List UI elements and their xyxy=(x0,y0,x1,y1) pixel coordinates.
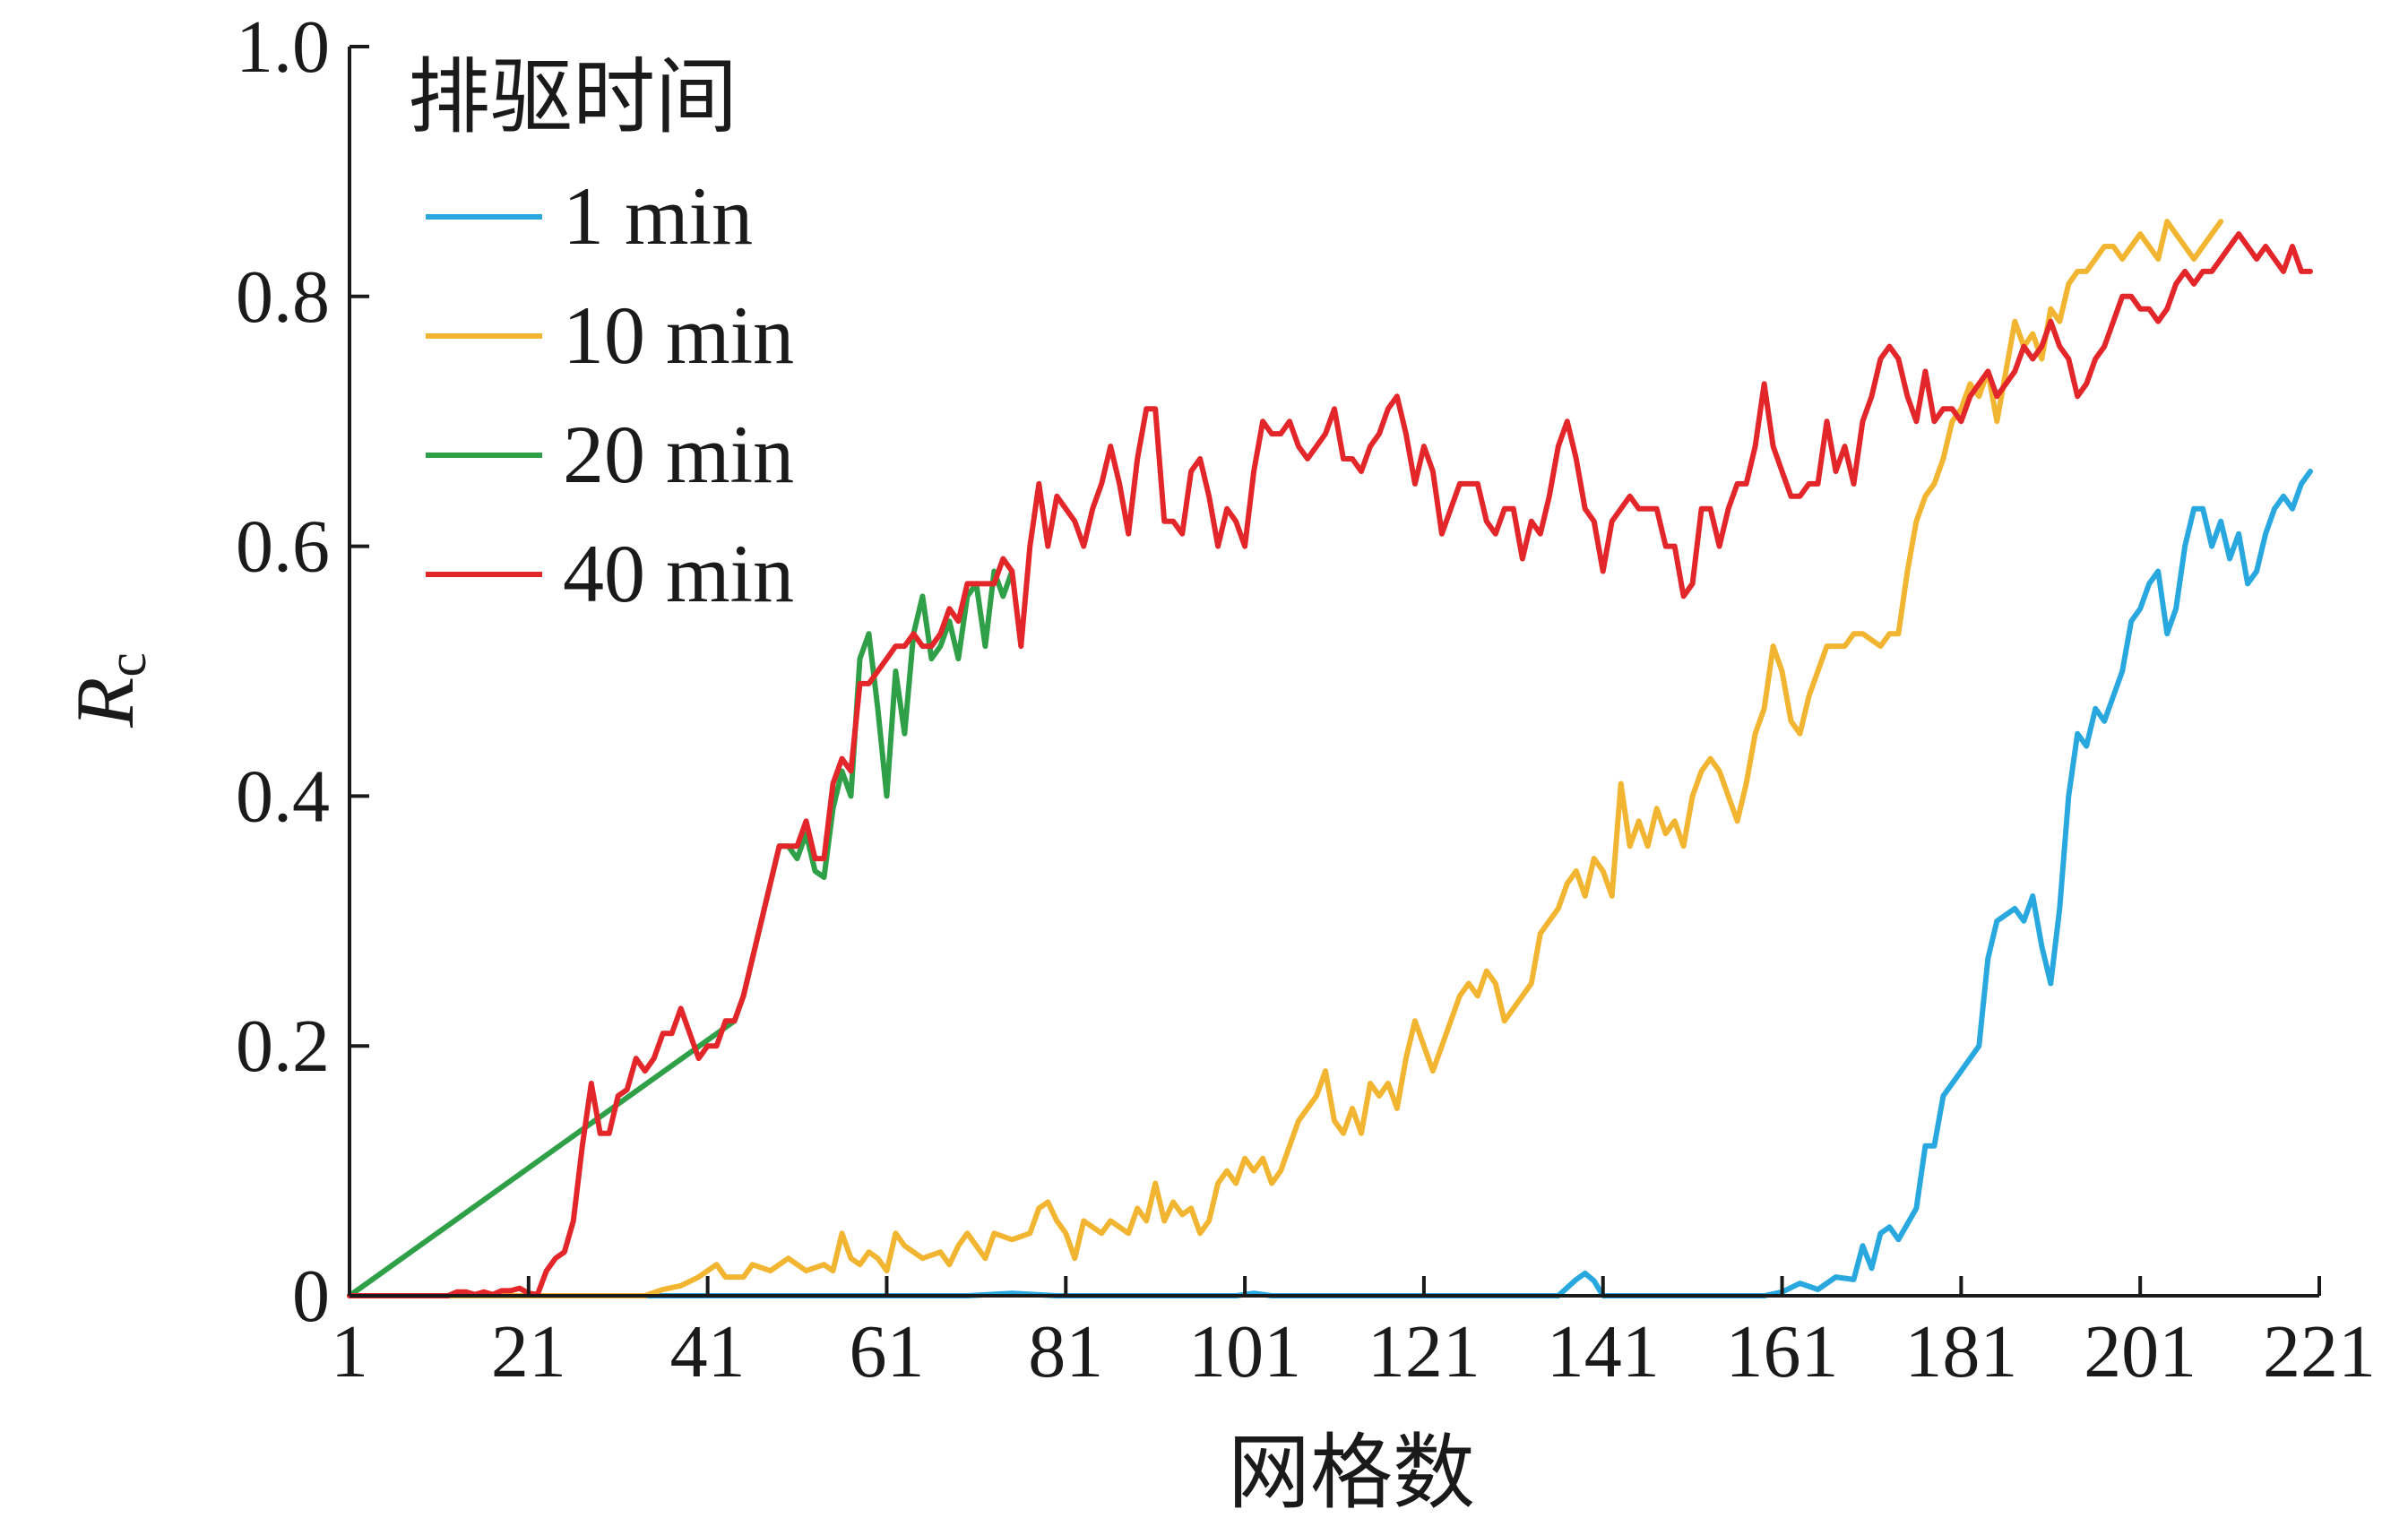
y-tick-label: 1.0 xyxy=(236,5,330,89)
series-line-10-min xyxy=(347,219,2224,1298)
x-tick-label: 141 xyxy=(1547,1310,1660,1393)
svg-text:Rc: Rc xyxy=(59,652,158,729)
legend-label: 20 min xyxy=(563,409,794,500)
legend-label: 10 min xyxy=(563,289,794,381)
x-tick-label: 221 xyxy=(2263,1310,2376,1393)
legend: 排驱时间 1 min 10 min 20 min 40 min xyxy=(408,49,794,619)
x-tick-label: 181 xyxy=(1904,1310,2017,1393)
y-tick-label: 0.4 xyxy=(236,755,330,838)
series-line-1-min xyxy=(347,469,2313,1298)
x-tick-label: 1 xyxy=(331,1310,368,1393)
legend-items: 1 min 10 min 20 min 40 min xyxy=(426,170,794,619)
x-ticks: 1 21 41 61 81 101 121 141 161 181 201 221 xyxy=(331,1276,2376,1393)
x-tick-label: 21 xyxy=(491,1310,566,1393)
legend-title: 排驱时间 xyxy=(408,49,738,145)
plot-area: 1 21 41 61 81 101 121 141 161 181 201 221 00.20.40.… xyxy=(236,5,2376,1393)
x-tick-label: 101 xyxy=(1188,1310,1301,1393)
x-tick-label: 121 xyxy=(1368,1310,1480,1393)
series-layer xyxy=(347,219,2313,1298)
y-axis-title-sub: c xyxy=(97,652,158,677)
legend-label: 1 min xyxy=(563,170,753,262)
x-tick-label: 81 xyxy=(1028,1310,1103,1393)
x-tick-label: 161 xyxy=(1726,1310,1839,1393)
y-axis-title: Rc xyxy=(59,652,158,729)
y-tick-label: 0.6 xyxy=(236,505,330,589)
y-ticks: 0 0.2 0.4 0.6 0.8 1.0 xyxy=(236,5,369,1338)
legend-label: 40 min xyxy=(563,528,794,619)
y-tick-label: 0.8 xyxy=(236,255,330,339)
series-line-40-min xyxy=(347,231,2313,1298)
x-tick-label: 201 xyxy=(2084,1310,2197,1393)
x-tick-label: 41 xyxy=(670,1310,746,1393)
y-tick-label: 0.2 xyxy=(236,1005,330,1088)
x-axis-title: 网格数 xyxy=(1228,1425,1475,1518)
y-axis-title-main: R xyxy=(59,677,151,729)
series-line-20-min xyxy=(347,568,1015,1298)
x-tick-label: 61 xyxy=(849,1310,924,1393)
y-tick-label: 0 xyxy=(292,1255,330,1338)
